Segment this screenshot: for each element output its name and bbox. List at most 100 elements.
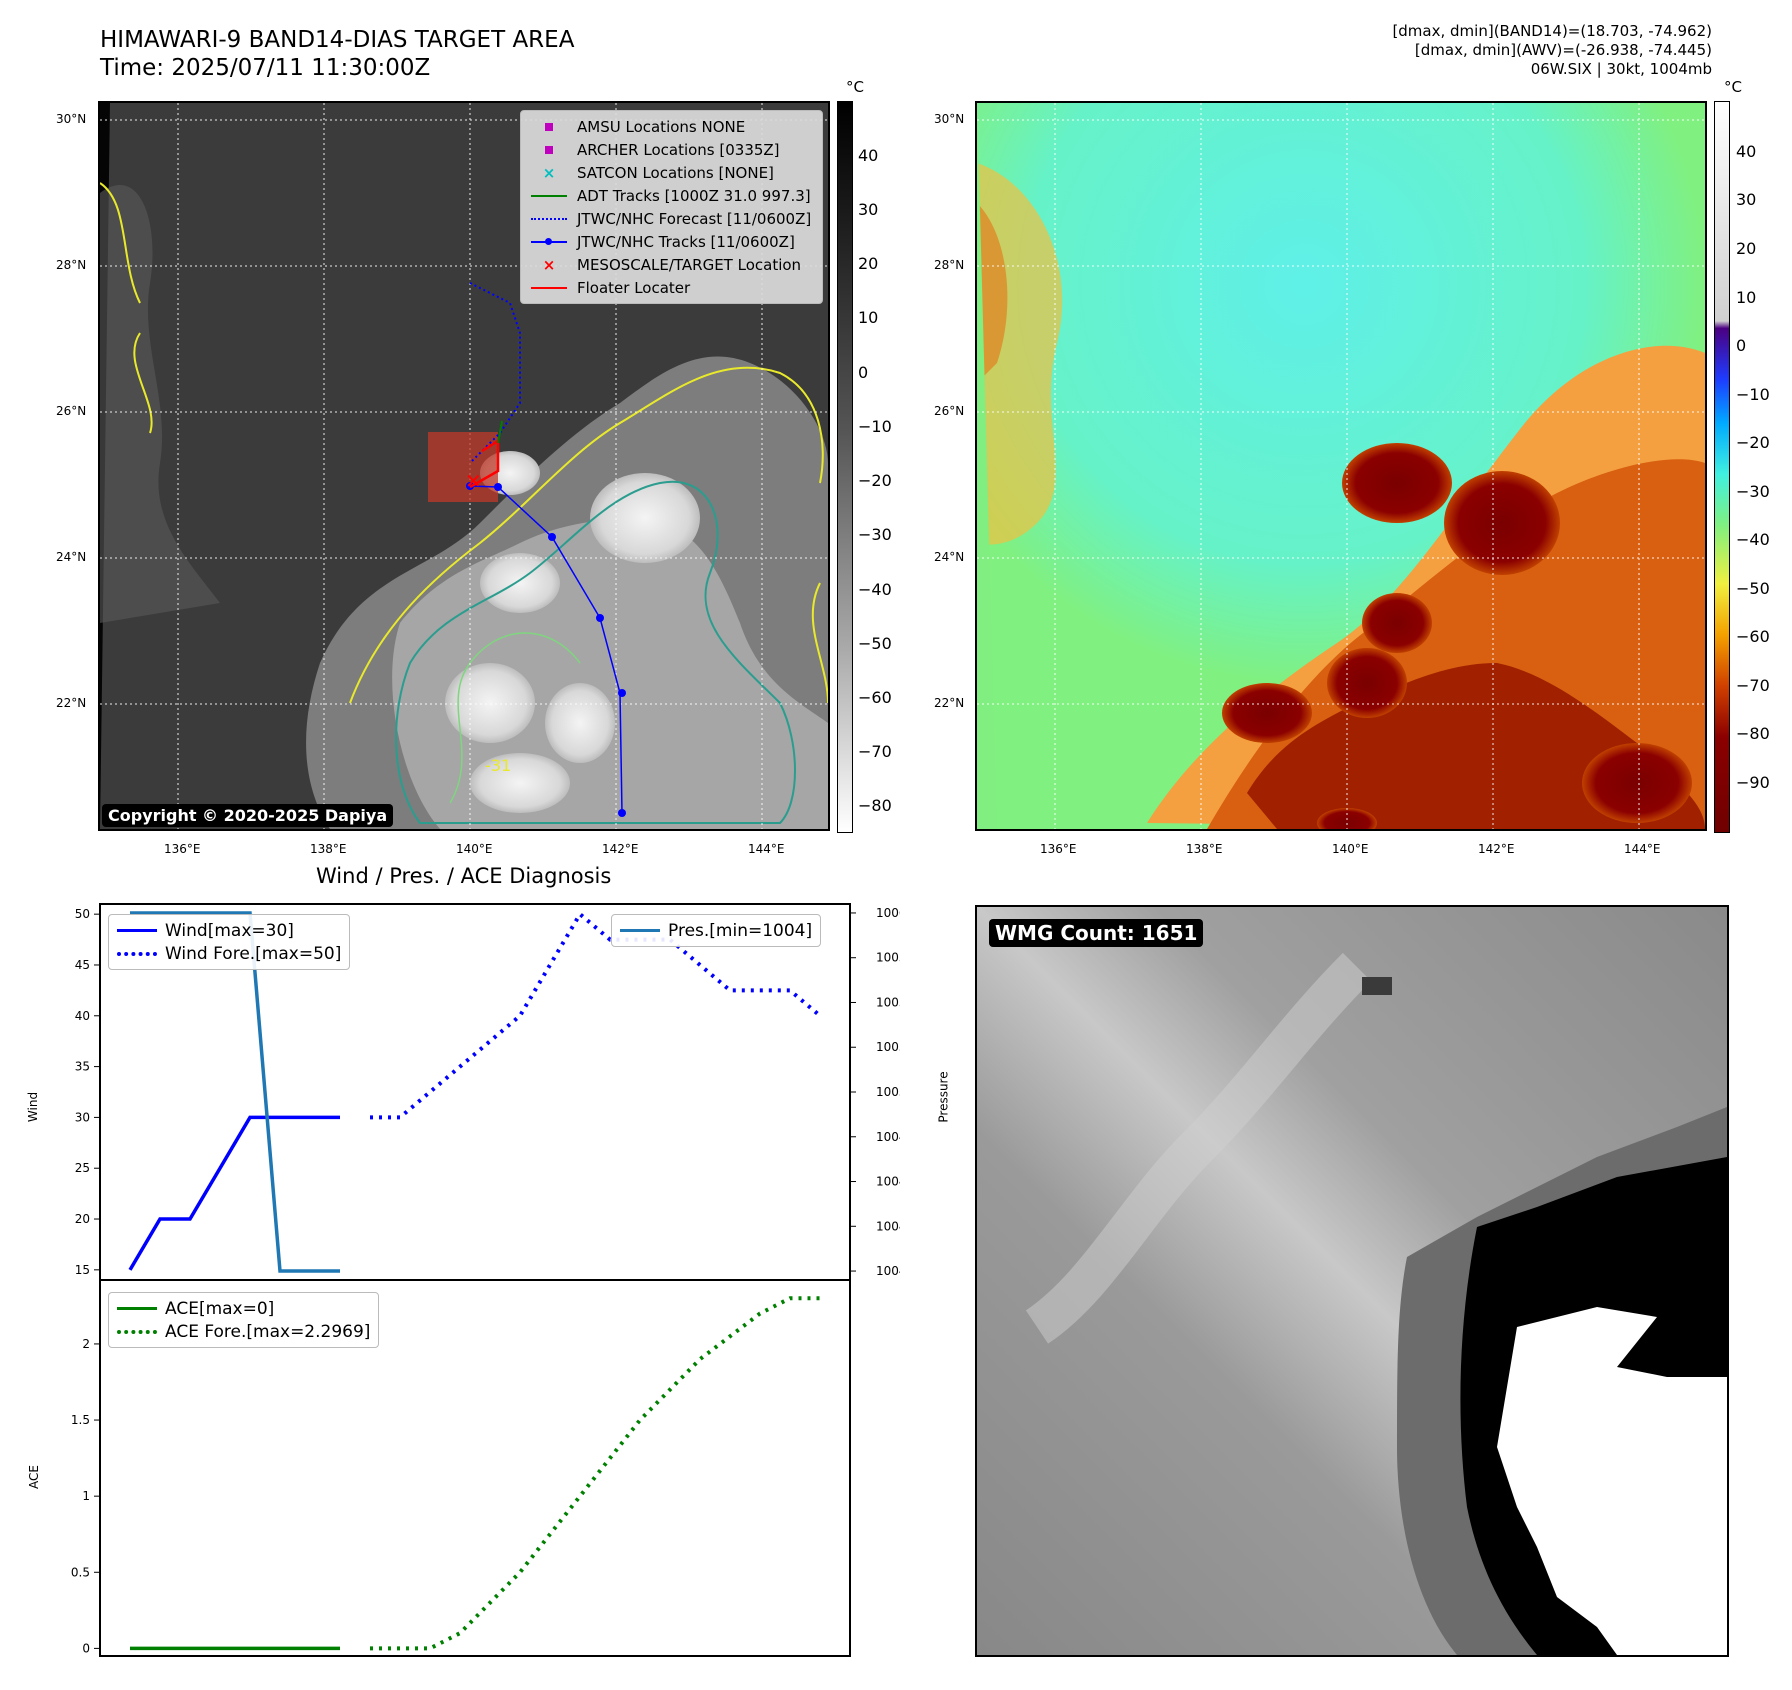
legend-item-pressure: Pres.[min=1004] bbox=[620, 919, 812, 942]
ace-plot-frame bbox=[99, 1279, 851, 1657]
cbar-tick: −10 bbox=[858, 417, 892, 436]
gray-colorbar bbox=[837, 101, 853, 833]
diag-title: Wind / Pres. / ACE Diagnosis bbox=[316, 864, 612, 888]
wind-legend: Wind[max=30] Wind Fore.[max=50] bbox=[108, 914, 351, 970]
map-legend: AMSU Locations NONE ARCHER Locations [03… bbox=[520, 110, 823, 304]
pressure-line bbox=[130, 911, 340, 1273]
cbar-tick: −70 bbox=[858, 742, 892, 761]
cbar-tick: −10 bbox=[1736, 385, 1770, 404]
cbar-tick: −40 bbox=[858, 580, 892, 599]
cbar-tick: 20 bbox=[858, 254, 879, 273]
legend-item-adt: ADT Tracks [1000Z 31.0 997.3] bbox=[529, 184, 814, 207]
pressure-ylabel: Pressure bbox=[936, 1071, 951, 1123]
cbar-tick: 30 bbox=[858, 200, 879, 219]
lon-label: 138°E bbox=[1186, 842, 1223, 856]
cbar-tick: 10 bbox=[1736, 288, 1757, 307]
ace-legend: ACE[max=0] ACE Fore.[max=2.2969] bbox=[108, 1292, 380, 1348]
lat-label: 24°N bbox=[934, 550, 965, 564]
wmg-panel: WMG Count: 1651 bbox=[975, 905, 1729, 1657]
y-tick-label: 45 bbox=[75, 958, 90, 972]
wmg-count-badge: WMG Count: 1651 bbox=[989, 919, 1204, 947]
lat-label: 26°N bbox=[934, 404, 965, 418]
dotted-line-marker-icon bbox=[117, 1325, 157, 1339]
cbar-tick: 40 bbox=[858, 146, 879, 165]
cbar-tick: −80 bbox=[858, 796, 892, 815]
line-marker-icon bbox=[529, 189, 569, 203]
pressure-legend: Pres.[min=1004] bbox=[611, 914, 822, 947]
ir-map-panel: ✕ Copyright © 2020-2025 Dapiya -31 AMSU … bbox=[98, 101, 830, 831]
y-tick-label: 0.5 bbox=[71, 1565, 90, 1579]
figure-title: HIMAWARI-9 BAND14-DIAS TARGET AREA Time: … bbox=[100, 26, 574, 82]
title-line-2: Time: 2025/07/11 11:30:00Z bbox=[100, 55, 431, 81]
x-marker-icon: × bbox=[542, 163, 556, 182]
copyright-badge: Copyright © 2020-2025 Dapiya bbox=[102, 804, 394, 827]
y-tick-label: 30 bbox=[75, 1110, 90, 1124]
wmg-image bbox=[977, 907, 1727, 1655]
y-tick-label: 1004.50 bbox=[876, 1175, 900, 1189]
cbar-tick: −60 bbox=[858, 688, 892, 707]
lon-label: 140°E bbox=[1332, 842, 1369, 856]
y-tick-label: 1004.00 bbox=[876, 1264, 900, 1278]
line-marker-icon bbox=[620, 924, 660, 938]
cbar-tick: 20 bbox=[1736, 239, 1757, 258]
y-tick-label: 50 bbox=[75, 907, 90, 921]
y-tick-label: 1004.25 bbox=[876, 1219, 900, 1233]
y-tick-label: 2 bbox=[82, 1337, 90, 1351]
square-marker-icon bbox=[529, 120, 569, 134]
cbar-tick: −60 bbox=[1736, 627, 1770, 646]
y-tick-label: 1005.75 bbox=[876, 951, 900, 965]
x-marker-icon: × bbox=[542, 255, 556, 274]
cbar-tick: 40 bbox=[1736, 142, 1757, 161]
lat-label: 26°N bbox=[56, 404, 87, 418]
square-marker-icon bbox=[529, 143, 569, 157]
lon-label: 144°E bbox=[1624, 842, 1661, 856]
y-tick-label: 1 bbox=[82, 1489, 90, 1503]
y-tick-label: 1005.25 bbox=[876, 1040, 900, 1054]
lat-label: 24°N bbox=[56, 550, 87, 564]
gray-colorbar-unit: °C bbox=[846, 78, 864, 96]
cbar-tick: −40 bbox=[1736, 530, 1770, 549]
cbar-tick: 0 bbox=[1736, 336, 1747, 355]
cbar-tick: 10 bbox=[858, 308, 879, 327]
legend-item-amsu: AMSU Locations NONE bbox=[529, 115, 814, 138]
y-tick-label: 1.5 bbox=[71, 1413, 90, 1427]
y-tick-label: 1005.00 bbox=[876, 1085, 900, 1099]
cbar-tick: −20 bbox=[858, 471, 892, 490]
cbar-tick: −20 bbox=[1736, 433, 1770, 452]
legend-item-ace-forecast: ACE Fore.[max=2.2969] bbox=[117, 1320, 370, 1343]
diagnosis-chart: 15202530354045501004.001004.251004.50100… bbox=[71, 903, 900, 1657]
legend-item-wind-forecast: Wind Fore.[max=50] bbox=[117, 942, 341, 965]
y-tick-label: 15 bbox=[75, 1263, 90, 1277]
line-dot-marker-icon bbox=[529, 235, 569, 249]
y-tick-label: 1004.75 bbox=[876, 1130, 900, 1144]
color-colorbar bbox=[1714, 101, 1730, 833]
cbar-tick: −70 bbox=[1736, 676, 1770, 695]
y-tick-label: 20 bbox=[75, 1212, 90, 1226]
cbar-tick: −50 bbox=[858, 634, 892, 653]
lon-label: 136°E bbox=[1040, 842, 1077, 856]
legend-item-archer: ARCHER Locations [0335Z] bbox=[529, 138, 814, 161]
legend-item-ace: ACE[max=0] bbox=[117, 1297, 370, 1320]
title-line-1: HIMAWARI-9 BAND14-DIAS TARGET AREA bbox=[100, 27, 575, 53]
line-marker-icon bbox=[117, 1302, 157, 1316]
line-marker-icon bbox=[117, 924, 157, 938]
legend-item-mesoscale: × MESOSCALE/TARGET Location bbox=[529, 253, 814, 276]
cbar-tick: −30 bbox=[1736, 482, 1770, 501]
color-map-panel bbox=[975, 101, 1707, 831]
info-line-2: [dmax, dmin](AWV)=(-26.938, -74.445) bbox=[1414, 41, 1712, 59]
legend-item-floater: Floater Locater bbox=[529, 276, 814, 299]
info-line-1: [dmax, dmin](BAND14)=(18.703, -74.962) bbox=[1392, 22, 1712, 40]
legend-item-jtwc-forecast: JTWC/NHC Forecast [11/0600Z] bbox=[529, 207, 814, 230]
dotted-line-marker-icon bbox=[529, 212, 569, 226]
ace-forecast-line bbox=[370, 1296, 820, 1651]
cbar-tick: 0 bbox=[858, 363, 869, 382]
color-map-image bbox=[977, 103, 1705, 829]
lat-label: 28°N bbox=[56, 258, 87, 272]
info-line-3: 06W.SIX | 30kt, 1004mb bbox=[1530, 60, 1712, 78]
dotted-line-marker-icon bbox=[117, 947, 157, 961]
storm-info: [dmax, dmin](BAND14)=(18.703, -74.962) [… bbox=[1392, 22, 1712, 79]
color-colorbar-unit: °C bbox=[1724, 78, 1742, 96]
lon-label: 140°E bbox=[456, 842, 493, 856]
lon-label: 144°E bbox=[748, 842, 785, 856]
cbar-tick: −30 bbox=[858, 525, 892, 544]
